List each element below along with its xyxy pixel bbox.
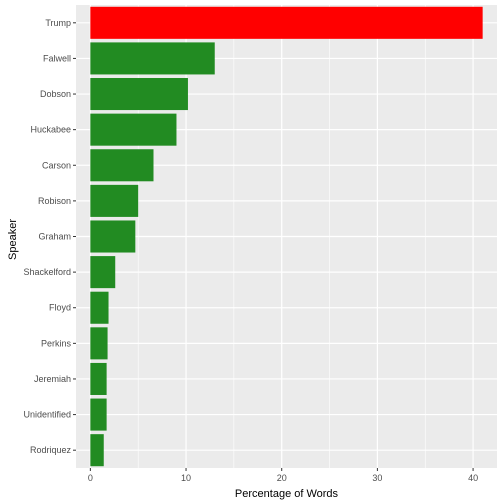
x-tick-label: 10 (181, 473, 191, 483)
y-tick-label: Graham (38, 232, 71, 242)
bar-falwell (90, 42, 215, 75)
y-tick-label: Dobson (40, 89, 71, 99)
y-tick-label: Trump (45, 18, 71, 28)
bar-dobson (90, 78, 188, 111)
bar-huckabee (90, 113, 177, 146)
y-tick-label: Unidentified (23, 410, 71, 420)
bar-jeremiah (90, 362, 107, 395)
x-tick-label: 20 (277, 473, 287, 483)
bar-robison (90, 184, 139, 217)
y-tick-label: Floyd (49, 303, 71, 313)
y-tick-label: Huckabee (30, 125, 71, 135)
bar-carson (90, 149, 154, 182)
y-axis: Trump Falwell Dobson Huckabee Carson Robison G… (23, 18, 76, 455)
y-tick-label: Jeremiah (34, 374, 71, 384)
y-axis-title: Speaker (7, 219, 19, 260)
bar-shackelford (90, 256, 116, 289)
y-tick-label: Falwell (43, 53, 71, 63)
y-tick-label: Perkins (41, 338, 72, 348)
bar-perkins (90, 327, 108, 360)
x-axis-title: Percentage of Words (235, 488, 339, 500)
x-tick-label: 30 (372, 473, 382, 483)
bar-unidentified (90, 398, 107, 431)
x-tick-label: 40 (468, 473, 478, 483)
y-tick-label: Shackelford (23, 267, 71, 277)
y-tick-label: Rodriquez (30, 445, 72, 455)
bar-floyd (90, 291, 109, 324)
bar-rodriquez (90, 434, 104, 467)
y-tick-label: Robison (38, 196, 71, 206)
x-axis: 0 10 20 30 40 (88, 468, 478, 483)
bars (90, 6, 483, 467)
x-tick-label: 0 (88, 473, 93, 483)
y-tick-label: Carson (42, 160, 71, 170)
bar-trump (90, 6, 483, 39)
bar-graham (90, 220, 136, 253)
